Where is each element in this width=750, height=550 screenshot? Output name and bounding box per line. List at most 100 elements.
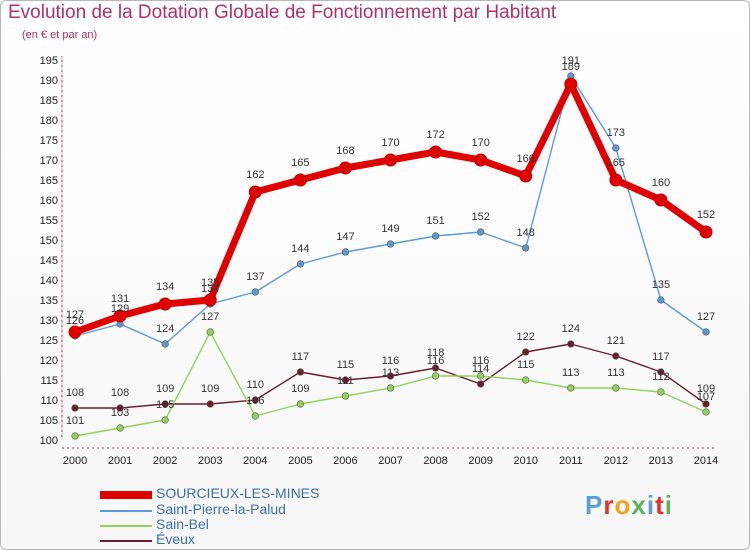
- data-label: 126: [66, 315, 84, 327]
- data-label: 110: [247, 379, 265, 391]
- data-label: 166: [517, 153, 535, 165]
- data-label: 191: [562, 55, 580, 67]
- data-point: [248, 185, 262, 199]
- data-point: [612, 384, 620, 392]
- data-label: 113: [607, 367, 625, 379]
- data-point: [564, 77, 578, 91]
- x-tick-label: 2002: [153, 455, 177, 467]
- x-tick-label: 2003: [198, 455, 222, 467]
- x-tick-label: 2008: [423, 455, 447, 467]
- legend-label-eveux: Éveux: [156, 531, 195, 547]
- legend-item-eveux: Éveux: [100, 531, 430, 548]
- data-point: [612, 352, 620, 360]
- data-point: [522, 376, 530, 384]
- data-point: [386, 384, 395, 392]
- x-tick-label: 2009: [468, 455, 492, 467]
- logo-letter: i: [646, 490, 656, 520]
- logo-letter: o: [614, 490, 632, 520]
- series-line-0: [71, 80, 710, 336]
- data-point: [609, 173, 623, 187]
- data-label: 168: [336, 145, 354, 157]
- legend-item-sain-bel: Sain-Bel: [100, 516, 430, 533]
- y-tick-label: 160: [40, 195, 58, 207]
- data-label: 124: [156, 323, 174, 335]
- data-point: [161, 340, 169, 348]
- data-point: [116, 424, 124, 432]
- legend-swatch-eveux: [100, 540, 152, 542]
- data-point: [71, 404, 79, 412]
- data-point: [251, 396, 259, 404]
- data-label: 152: [471, 211, 489, 223]
- data-point: [206, 400, 214, 408]
- logo-letter: t: [655, 490, 665, 520]
- x-tick-label: 2014: [694, 455, 718, 467]
- data-label: 131: [111, 293, 129, 305]
- data-label: 103: [111, 407, 129, 419]
- y-tick-label: 125: [40, 335, 58, 347]
- data-label: 115: [337, 359, 355, 371]
- data-point: [431, 232, 440, 240]
- x-tick-label: 2011: [559, 455, 583, 467]
- data-label: 173: [607, 127, 625, 139]
- legend-item-sourcieux: SOURCIEUX-LES-MINES: [100, 485, 430, 502]
- data-point: [519, 169, 533, 183]
- data-label: 101: [66, 415, 84, 427]
- data-label: 109: [156, 383, 174, 395]
- data-point: [116, 404, 124, 412]
- y-tick-label: 135: [40, 295, 58, 307]
- data-point: [341, 376, 350, 384]
- x-tick-label: 2007: [378, 455, 402, 467]
- data-point: [386, 240, 395, 248]
- y-tick-label: 180: [40, 115, 58, 127]
- y-tick-label: 120: [40, 355, 58, 367]
- data-point: [384, 153, 397, 167]
- legend-item-saint-pierre: Saint-Pierre-la-Palud: [100, 501, 430, 518]
- data-point: [702, 328, 710, 336]
- data-point: [699, 225, 713, 239]
- x-tick-label: 2005: [288, 455, 312, 467]
- y-tick-label: 155: [40, 215, 58, 227]
- data-label: 170: [381, 137, 399, 149]
- data-point: [296, 400, 304, 408]
- data-point: [612, 144, 620, 152]
- data-label: 109: [291, 383, 309, 395]
- data-point: [71, 432, 79, 440]
- data-label: 127: [201, 311, 219, 323]
- data-point: [657, 296, 665, 304]
- data-label: 151: [426, 215, 444, 227]
- data-label: 189: [562, 61, 580, 73]
- data-label: 162: [246, 169, 264, 181]
- y-tick-label: 145: [40, 255, 58, 267]
- data-point: [522, 244, 530, 252]
- data-point: [341, 392, 350, 400]
- data-label: 117: [652, 351, 670, 363]
- legend-swatch-sourcieux: [100, 491, 152, 499]
- data-point: [702, 408, 710, 416]
- data-label: 147: [336, 231, 354, 243]
- chart-subtitle: (en € et par an): [22, 29, 98, 41]
- data-point: [161, 400, 169, 408]
- data-label: 115: [517, 359, 535, 371]
- data-point: [657, 388, 665, 396]
- y-tick-label: 170: [40, 155, 58, 167]
- data-label: 113: [562, 367, 580, 379]
- x-tick-label: 2001: [108, 455, 132, 467]
- chart-title: Evolution de la Dotation Globale de Fonc…: [8, 2, 557, 23]
- x-tick-label: 2006: [333, 455, 357, 467]
- data-label: 105: [156, 399, 174, 411]
- data-label: 160: [652, 177, 670, 189]
- logo-letter: x: [631, 490, 647, 520]
- data-point: [206, 328, 214, 336]
- data-label: 129: [111, 303, 129, 315]
- data-label: 137: [246, 271, 264, 283]
- data-point: [386, 372, 395, 380]
- legend-swatch-saint-pierre: [100, 510, 152, 512]
- x-tick-label: 2013: [649, 455, 673, 467]
- y-tick-label: 110: [40, 395, 58, 407]
- data-label: 127: [66, 309, 84, 321]
- data-label: 118: [427, 347, 445, 359]
- data-point: [296, 368, 304, 376]
- data-point: [477, 380, 485, 388]
